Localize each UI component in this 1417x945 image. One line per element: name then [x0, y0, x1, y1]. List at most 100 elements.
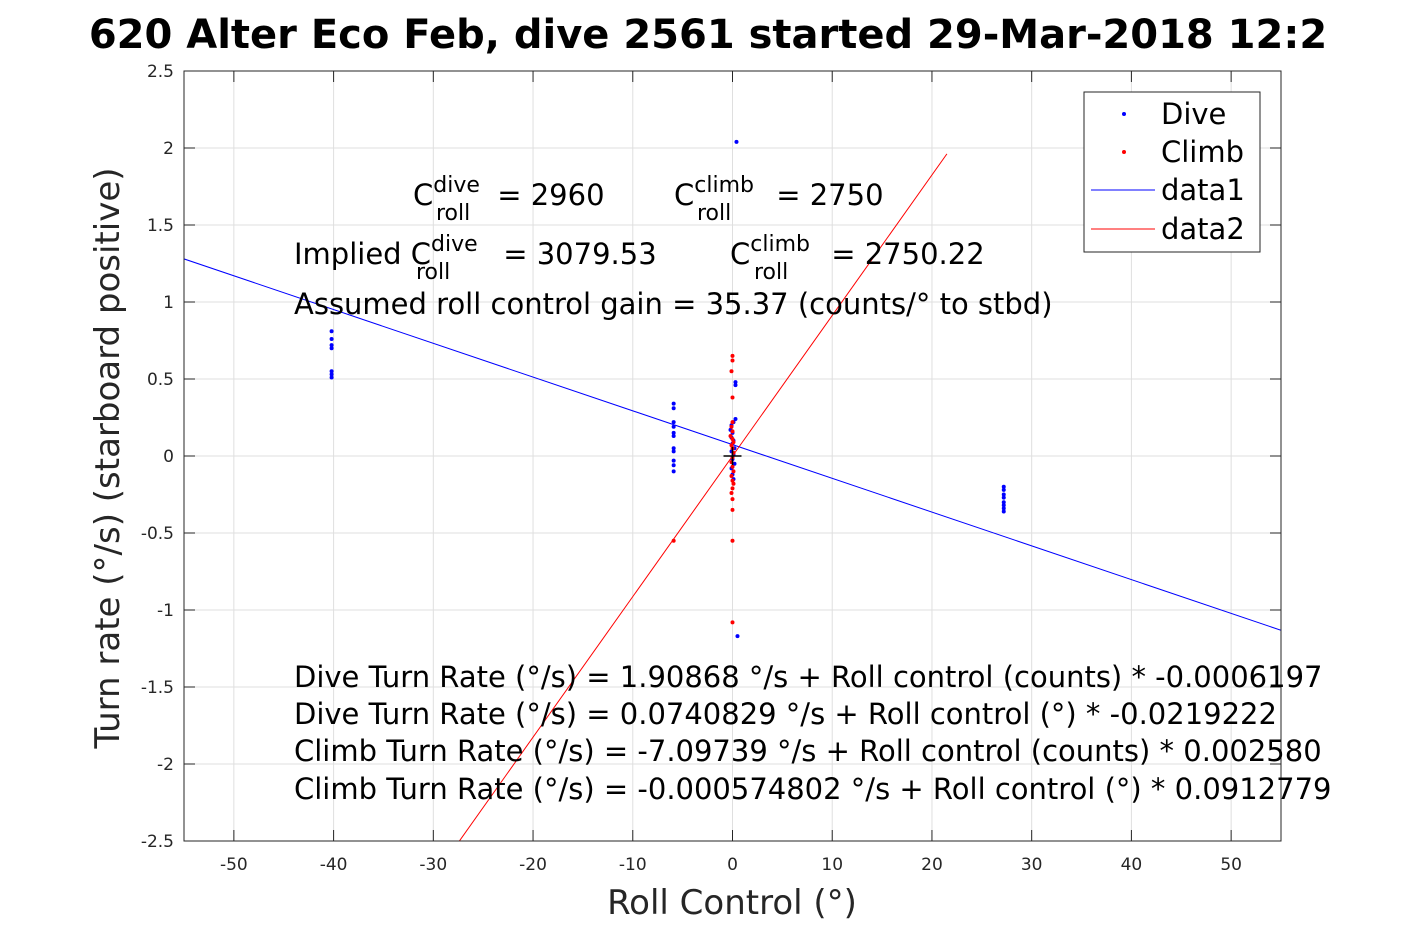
y-tick-label: 1	[163, 293, 174, 313]
point-climb	[730, 358, 735, 363]
point-dive	[329, 375, 334, 380]
point-dive	[733, 417, 738, 422]
point-dive	[329, 343, 334, 348]
annotation-eq-dive-counts: Dive Turn Rate (°/s) = 1.90868 °/s + Rol…	[294, 660, 1322, 694]
point-climb	[730, 497, 735, 502]
point-climb	[729, 490, 734, 495]
x-tick-label: 30	[1021, 855, 1043, 875]
x-tick-label: -10	[619, 855, 647, 875]
point-dive	[734, 139, 739, 144]
y-tick-label: -2	[157, 755, 174, 775]
point-dive	[733, 380, 738, 385]
point-climb	[731, 469, 736, 474]
axis-ticks	[184, 70, 1281, 842]
annotation-gain: Assumed roll control gain = 35.37 (count…	[294, 287, 1053, 321]
annotations: Cdive roll = 2960 Cclimb roll = 2750 Impli…	[294, 173, 1331, 806]
point-dive	[329, 369, 334, 374]
x-tick-label: 50	[1220, 855, 1242, 875]
y-tick-labels: -2.5 -2 -1.5 -1 -0.5 0 0.5 1 1.5 2 2.5	[141, 62, 174, 852]
x-tick-label: 20	[921, 855, 943, 875]
y-tick-label: 1.5	[147, 216, 174, 236]
point-climb	[731, 481, 736, 486]
y-tick-label: -2.5	[141, 832, 174, 852]
point-climb	[730, 437, 735, 442]
point-dive	[671, 433, 676, 438]
legend-label-data2: data2	[1161, 212, 1245, 246]
y-tick-label: 0.5	[147, 370, 174, 390]
point-dive	[671, 424, 676, 429]
point-dive	[671, 469, 676, 474]
legend-box	[1083, 91, 1261, 253]
annotation-eq-dive-degrees: Dive Turn Rate (°/s) = 0.0740829 °/s + R…	[294, 697, 1277, 731]
point-climb	[730, 353, 735, 358]
y-tick-label: -0.5	[141, 524, 174, 544]
data-points	[329, 139, 1006, 639]
point-climb	[731, 440, 736, 445]
point-dive	[1001, 509, 1006, 514]
point-climb	[730, 395, 735, 400]
point-dive	[671, 449, 676, 454]
annotation-eq-climb-counts: Climb Turn Rate (°/s) = -7.09739 °/s + R…	[294, 734, 1322, 768]
point-dive	[671, 446, 676, 451]
point-dive	[329, 372, 334, 377]
point-climb	[729, 424, 734, 429]
y-tick-label: 0	[163, 447, 174, 467]
x-tick-label: -30	[419, 855, 447, 875]
point-climb	[730, 429, 735, 434]
x-tick-label: 0	[727, 855, 738, 875]
point-dive	[735, 634, 740, 639]
point-climb	[729, 369, 734, 374]
annotation-implied-dive: Implied Cdive roll = 3079.53	[294, 232, 657, 285]
x-axis-label: Roll Control (°)	[607, 883, 857, 923]
point-dive	[1001, 500, 1006, 505]
point-dive	[671, 463, 676, 468]
point-dive	[732, 461, 737, 466]
x-tick-label: 40	[1121, 855, 1143, 875]
y-tick-label: 2	[163, 139, 174, 159]
point-climb	[671, 538, 676, 543]
x-tick-label: 10	[821, 855, 843, 875]
point-climb	[730, 420, 735, 425]
chart-title: 620 Alter Eco Feb, dive 2561 started 29-…	[89, 12, 1327, 58]
x-tick-labels: -50 -40 -30 -20 -10 0 10 20 30 40 50	[220, 855, 1242, 875]
y-tick-label: -1	[157, 601, 174, 621]
y-tick-label: -1.5	[141, 678, 174, 698]
point-dive	[671, 406, 676, 411]
y-tick-label: 2.5	[147, 62, 174, 82]
legend-marker-climb	[1122, 150, 1126, 154]
point-climb	[728, 433, 733, 438]
point-climb	[730, 507, 735, 512]
point-dive	[671, 420, 676, 425]
point-climb	[730, 538, 735, 543]
annotation-c-climb: Cclimb roll = 2750	[674, 173, 884, 226]
x-tick-label: -20	[519, 855, 547, 875]
point-dive	[329, 329, 334, 334]
point-dive	[1001, 506, 1006, 511]
point-climb	[730, 464, 735, 469]
annotation-c-dive: Cdive roll = 2960	[413, 173, 605, 226]
point-climb	[730, 486, 735, 491]
legend-marker-dive	[1122, 112, 1126, 116]
point-dive	[733, 383, 738, 388]
legend-label-data1: data1	[1161, 173, 1245, 207]
point-dive	[1001, 484, 1006, 489]
annotation-eq-climb-degrees: Climb Turn Rate (°/s) = -0.000574802 °/s…	[294, 772, 1331, 806]
y-axis-label: Turn rate (°/s) (starboard positive)	[88, 167, 128, 749]
origin-marker	[723, 447, 742, 465]
point-climb	[730, 478, 735, 483]
legend-label-climb: Climb	[1161, 135, 1244, 169]
point-climb	[729, 443, 734, 448]
point-dive	[671, 430, 676, 435]
point-dive	[329, 336, 334, 341]
x-tick-label: -50	[220, 855, 248, 875]
point-dive	[1001, 492, 1006, 497]
point-dive	[671, 458, 676, 463]
point-climb	[729, 474, 734, 479]
annotation-implied-climb: Cclimb roll = 2750.22	[730, 232, 985, 285]
point-dive	[1001, 495, 1006, 500]
legend: Dive Climb data1 data2	[1083, 91, 1261, 253]
point-dive	[329, 346, 334, 351]
point-climb	[730, 620, 735, 625]
point-dive	[671, 401, 676, 406]
